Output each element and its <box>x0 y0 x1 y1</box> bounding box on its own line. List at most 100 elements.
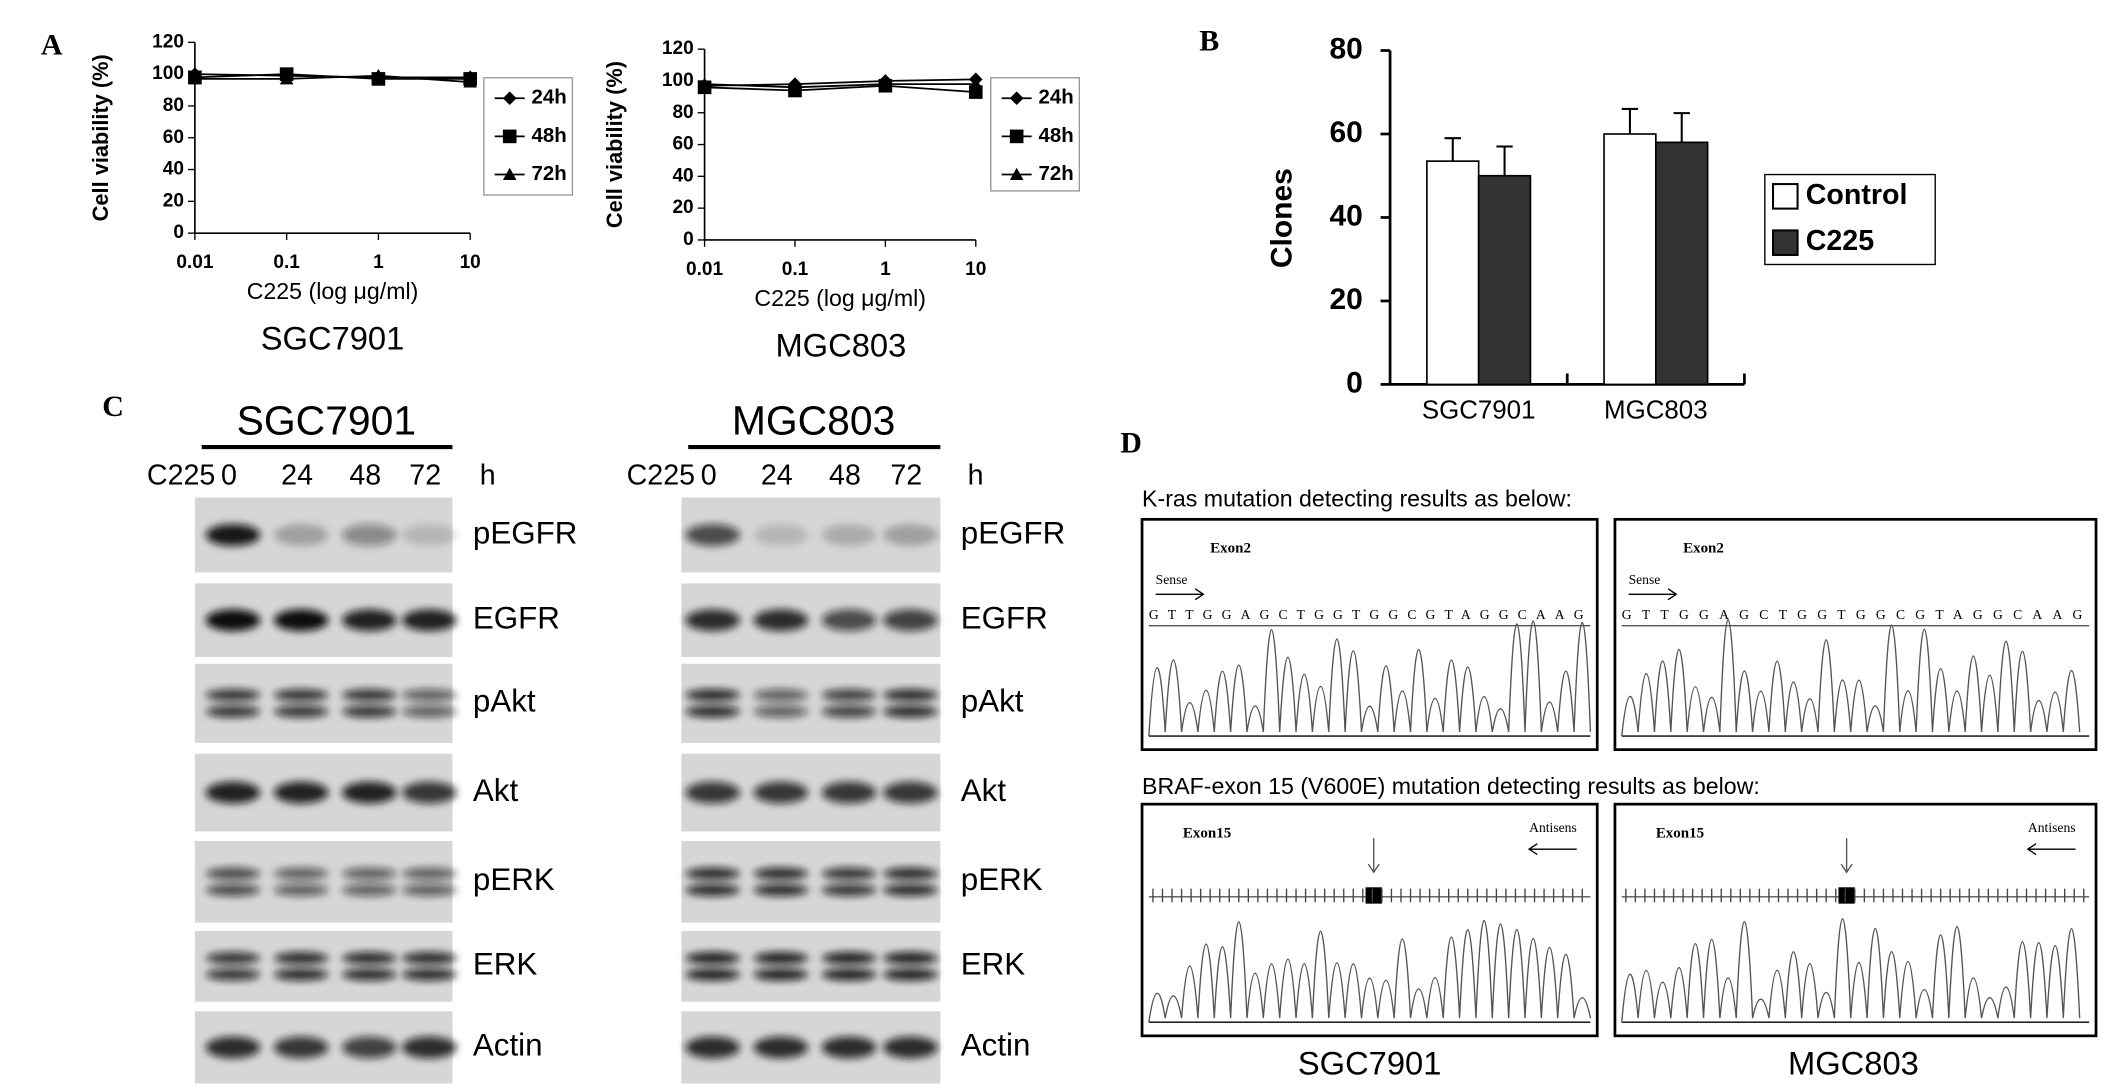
protein-label: pAkt <box>473 684 536 719</box>
protein-label: Akt <box>473 773 519 808</box>
chart-caption: SGC7901 <box>261 319 405 356</box>
blot-band <box>821 867 877 880</box>
blot-band <box>342 689 397 702</box>
direction-arrow <box>1527 843 1577 856</box>
marker <box>279 72 294 85</box>
time-unit: h <box>480 460 496 492</box>
blot-band <box>753 609 809 632</box>
blot-band <box>883 705 938 718</box>
section-title: K-ras mutation detecting results as belo… <box>1142 485 1572 511</box>
blot-band <box>883 968 938 981</box>
treatment-label: C225 <box>147 460 215 492</box>
y-tick-label: 40 <box>672 165 693 186</box>
blot-band <box>753 883 809 897</box>
protein-label: pERK <box>961 862 1043 897</box>
panel-label: D <box>1120 427 1142 460</box>
blot-band <box>402 867 457 880</box>
protein-label: pERK <box>473 862 555 897</box>
direction-arrow <box>1628 588 1678 601</box>
bar <box>1603 133 1657 386</box>
legend-marker <box>502 91 517 106</box>
y-axis-label: Cell viability (%) <box>602 61 627 228</box>
y-tick-label: 120 <box>662 38 694 59</box>
protein-label: EGFR <box>473 600 560 635</box>
y-axis-label: Cell viability (%) <box>88 54 113 221</box>
exon-label: Exon2 <box>1210 541 1251 557</box>
blot-band <box>273 883 329 897</box>
y-axis-label: Clones <box>1266 168 1299 268</box>
x-tick-label: 0.01 <box>686 259 723 280</box>
blot-band <box>753 524 809 546</box>
legend-marker <box>1009 91 1024 106</box>
blot-band <box>205 883 261 897</box>
legend-label: 24h <box>532 86 567 109</box>
blot-band <box>205 781 261 804</box>
blot-band <box>685 781 741 804</box>
marker <box>463 75 477 88</box>
x-tick-label: 0.1 <box>782 259 809 280</box>
blot-band <box>342 867 397 880</box>
blot-band <box>821 781 877 804</box>
y-tick-label: 60 <box>1329 116 1362 149</box>
exon-label: Exon15 <box>1183 826 1231 842</box>
blot-band <box>273 524 329 546</box>
blot-band <box>273 689 329 702</box>
chromatogram-trace <box>1148 620 1592 737</box>
marker <box>968 77 983 90</box>
blot-background <box>681 840 941 923</box>
blot-band <box>342 609 397 632</box>
legend-label: 48h <box>1038 124 1073 147</box>
y-tick-label: 80 <box>163 95 184 116</box>
legend-marker <box>1009 167 1024 180</box>
blot-band <box>402 689 457 702</box>
marker <box>788 80 802 93</box>
x-tick-label: 1 <box>373 252 384 273</box>
protein-label: EGFR <box>961 600 1048 635</box>
time-label: 48 <box>829 460 861 492</box>
blot-band <box>753 1036 809 1059</box>
x-axis-label: C225 (log μg/ml) <box>247 278 419 304</box>
legend-label: 72h <box>532 162 567 185</box>
chromatogram-frame <box>1140 802 1599 1038</box>
marker <box>188 72 202 85</box>
blot-band <box>402 1036 457 1059</box>
bar <box>1655 141 1709 386</box>
y-tick-label: 20 <box>672 197 693 218</box>
y-tick-label: 60 <box>672 134 693 155</box>
treatment-label: C225 <box>627 460 695 492</box>
blot-band <box>821 1036 877 1059</box>
blot-band <box>883 867 938 880</box>
blot-band <box>685 609 741 632</box>
protein-label: pAkt <box>961 684 1024 719</box>
cell-line-label: MGC803 <box>732 398 896 444</box>
exon-label: Exon15 <box>1656 826 1704 842</box>
y-tick-label: 0 <box>173 222 184 243</box>
cell-line-caption: SGC7901 <box>1298 1044 1442 1081</box>
blot-band <box>821 883 877 897</box>
blot-band <box>685 524 741 546</box>
blot-band <box>821 689 877 702</box>
blot-band <box>342 1036 397 1059</box>
protein-label: Actin <box>961 1028 1031 1063</box>
chromatogram-frame <box>1140 517 1599 752</box>
blot-band <box>205 1036 261 1059</box>
error-bar <box>1444 137 1461 162</box>
time-label: 72 <box>409 460 441 492</box>
blot-band <box>402 883 457 897</box>
blot-band <box>883 524 938 546</box>
blot-background <box>681 663 941 743</box>
time-label: 24 <box>281 460 313 492</box>
blot-band <box>273 968 329 981</box>
x-tick-label: 10 <box>460 252 481 273</box>
x-tick-label: 0.1 <box>273 252 300 273</box>
protein-label: pEGFR <box>473 515 577 550</box>
cell-line-caption: MGC803 <box>1788 1044 1919 1081</box>
y-tick-label: 20 <box>1329 283 1362 316</box>
time-label: 72 <box>890 460 922 492</box>
legend-box <box>990 77 1081 192</box>
blot-band <box>753 968 809 981</box>
blot-band <box>883 883 938 897</box>
bar <box>1477 174 1532 386</box>
